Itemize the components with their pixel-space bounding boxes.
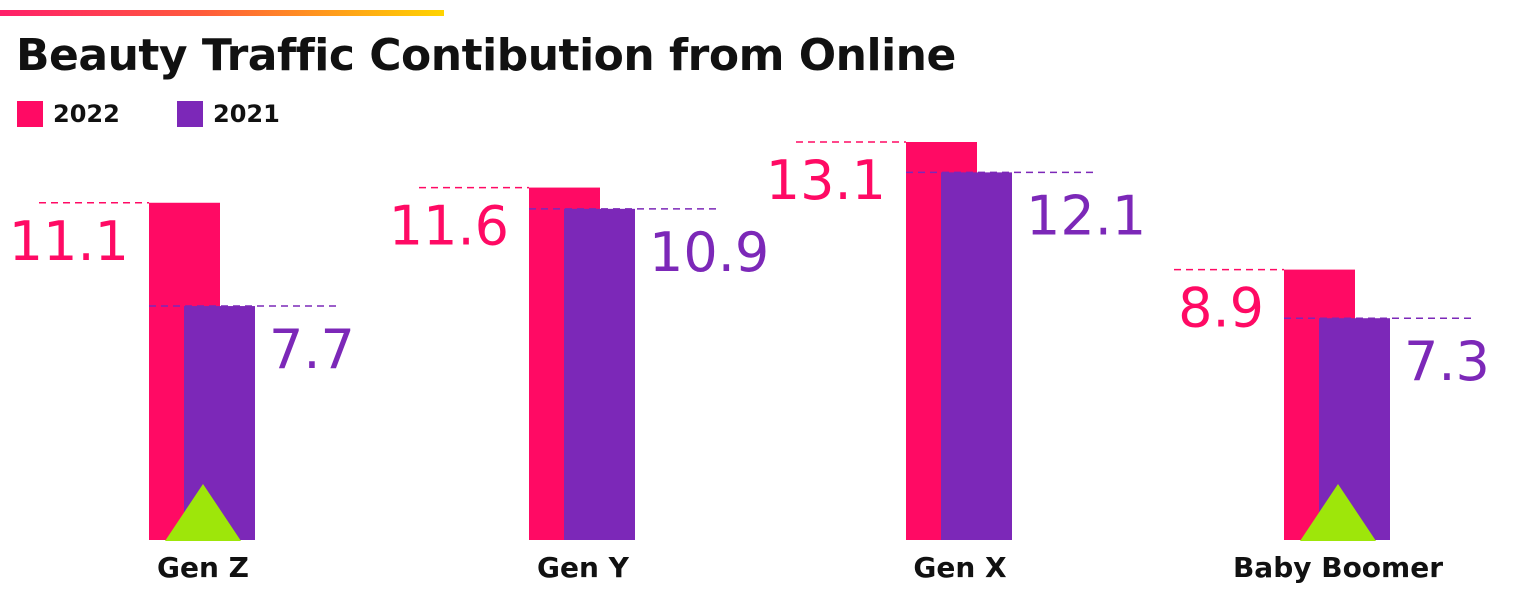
- value-label-2022-gen-x: 13.1: [766, 149, 886, 212]
- legend-label-2022: 2022: [53, 100, 120, 128]
- value-label-2021-baby-boomer: 7.3: [1404, 330, 1490, 393]
- category-label-gen-x: Gen X: [913, 551, 1007, 584]
- category-label-gen-y: Gen Y: [537, 551, 630, 584]
- bar-2021-gen-x: [941, 172, 1012, 540]
- legend-item-2022: 2022: [17, 100, 120, 128]
- value-label-2021-gen-x: 12.1: [1026, 184, 1146, 247]
- bar-2021-gen-y: [564, 208, 635, 540]
- value-label-2021-gen-y: 10.9: [649, 221, 769, 284]
- value-label-2022-gen-y: 11.6: [389, 195, 509, 258]
- up-triangle-baby-boomer-icon: [1300, 484, 1376, 541]
- up-triangle-gen-z-icon: [165, 484, 241, 541]
- legend-swatch-2022: [17, 101, 43, 127]
- chart-title: Beauty Traffic Contibution from Online: [16, 30, 956, 81]
- value-label-2021-gen-z: 7.7: [269, 318, 355, 381]
- category-label-baby-boomer: Baby Boomer: [1233, 551, 1443, 584]
- legend-label-2021: 2021: [213, 100, 280, 128]
- legend-item-2021: 2021: [177, 100, 280, 128]
- legend-swatch-2021: [177, 101, 203, 127]
- value-label-2022-gen-z: 11.1: [9, 210, 129, 273]
- category-label-gen-z: Gen Z: [157, 551, 249, 584]
- accent-bar: [0, 10, 444, 16]
- value-label-2022-baby-boomer: 8.9: [1178, 277, 1264, 340]
